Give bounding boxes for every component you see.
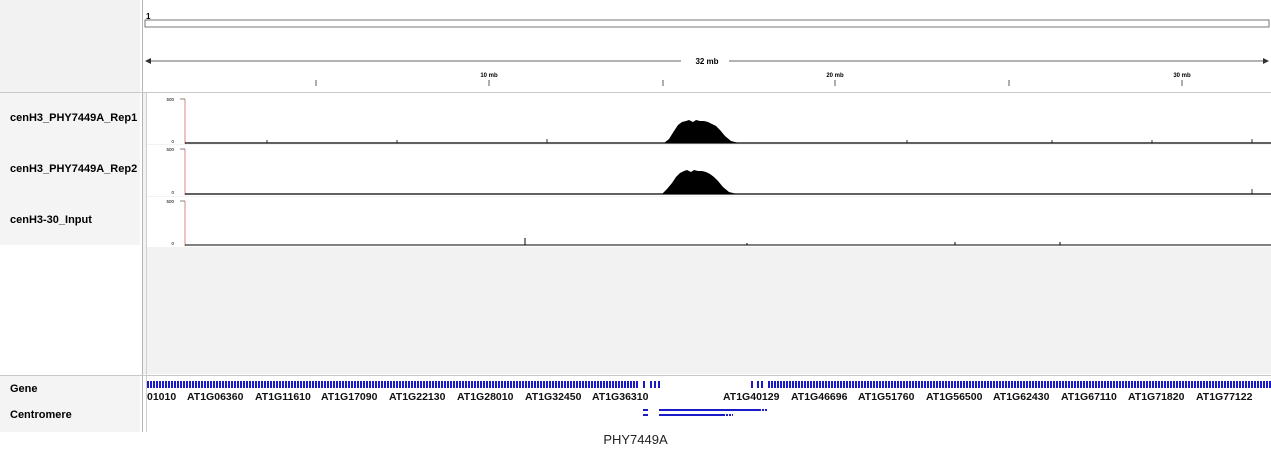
ruler-tick-label-30mb: 30 mb	[1173, 73, 1191, 79]
empty-label-panel	[0, 246, 140, 374]
panel-divider-inner	[146, 93, 147, 432]
gene-name: AT1G77122	[1196, 391, 1253, 403]
panel-divider[interactable]	[142, 0, 143, 432]
gene-name: AT1G62430	[993, 391, 1050, 403]
signal-tracks[interactable]: 500 0 500 0 500 0	[147, 93, 1271, 247]
track-label-input[interactable]: cenH3-30_Input	[10, 214, 92, 226]
peak-rep2	[662, 170, 737, 194]
arrow-left-head	[145, 58, 151, 64]
gene-name: AT1G22130	[389, 391, 446, 403]
ruler-ticks	[315, 80, 1183, 86]
track-label-panel	[0, 93, 140, 245]
gene-name: AT1G17090	[321, 391, 378, 403]
centromere-marker-left-2	[643, 414, 648, 416]
header-label-panel	[0, 0, 140, 92]
gene-name: AT1G51760	[858, 391, 915, 403]
gene-features-left[interactable]	[147, 381, 639, 388]
gene-name: AT1G11610	[255, 391, 311, 403]
chromosome-ideogram[interactable]	[144, 19, 1270, 28]
centromere-tail-2	[724, 414, 733, 416]
track-label-rep2[interactable]: cenH3_PHY7449A_Rep2	[10, 163, 138, 175]
gene-name: 01010	[147, 391, 177, 403]
ruler-tick-label-10mb: 10 mb	[480, 73, 498, 79]
centromere-tail-1	[759, 409, 768, 411]
spikes-input	[524, 238, 1061, 245]
scale-min-rep1: 0	[171, 139, 174, 144]
centromere-feature-2[interactable]	[659, 414, 724, 416]
peak-rep1	[664, 120, 739, 143]
arrow-right-head	[1263, 58, 1269, 64]
gene-features-sparse-left	[643, 381, 660, 388]
gene-features-right[interactable]	[767, 381, 1271, 388]
figure-caption: PHY7449A	[603, 432, 668, 447]
track-bg-input[interactable]	[147, 197, 1271, 247]
ruler-divider	[0, 92, 1271, 93]
gene-name: AT1G71820	[1128, 391, 1185, 403]
track-label-rep1[interactable]: cenH3_PHY7449A_Rep1	[10, 112, 138, 124]
gene-name: AT1G32450	[525, 391, 582, 403]
gene-name: AT1G67110	[1061, 391, 1117, 403]
gene-name: AT1G28010	[457, 391, 514, 403]
scale-min-input: 0	[171, 241, 174, 246]
ruler-panel[interactable]	[143, 0, 1271, 92]
annotation-divider	[0, 375, 1271, 376]
centromere-marker-left	[643, 409, 648, 411]
chromosome-label: 1	[146, 12, 151, 21]
chromosome-ruler[interactable]: 1 32 mb 10 mb 20 mb 30 mb	[143, 0, 1271, 92]
spikes-rep1	[266, 139, 1253, 143]
gene-track[interactable]	[147, 379, 1271, 429]
centromere-track-label[interactable]: Centromere	[10, 409, 72, 421]
gene-name: AT1G40129	[723, 391, 780, 403]
gene-name: AT1G46696	[791, 391, 848, 403]
scale-max-input: 500	[166, 199, 174, 204]
scale-max-rep1: 500	[166, 97, 174, 102]
gene-name: AT1G36310	[592, 391, 649, 403]
gene-name: AT1G06360	[187, 391, 244, 403]
annotation-label-panel	[0, 376, 140, 432]
ruler-tick-label-20mb: 20 mb	[826, 73, 844, 79]
gene-features-sparse-right	[751, 381, 763, 388]
span-label: 32 mb	[695, 57, 718, 66]
scale-min-rep2: 0	[171, 190, 174, 195]
gene-name: AT1G56500	[926, 391, 983, 403]
gene-track-label[interactable]: Gene	[10, 383, 38, 395]
scale-max-rep2: 500	[166, 147, 174, 152]
centromere-feature-1[interactable]	[659, 409, 759, 411]
